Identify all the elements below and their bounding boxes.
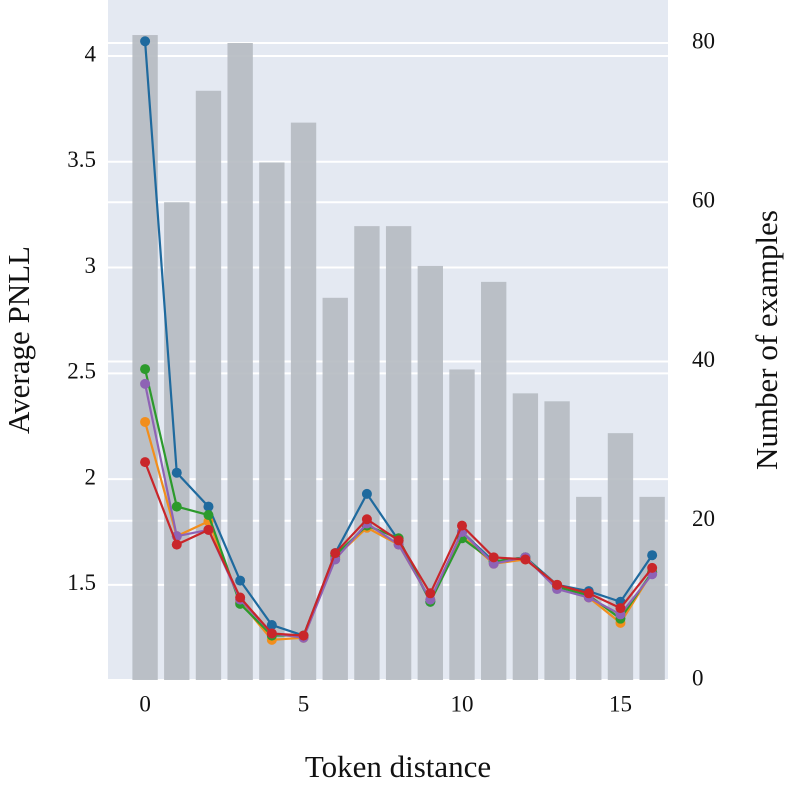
bar xyxy=(354,226,380,680)
bar xyxy=(132,35,158,680)
point xyxy=(583,588,594,599)
point xyxy=(140,457,151,468)
point xyxy=(552,579,563,590)
y-tick-label: 3.5 xyxy=(67,147,96,172)
bar xyxy=(544,401,570,680)
bar xyxy=(512,393,539,680)
point xyxy=(425,588,436,599)
bar xyxy=(259,162,285,680)
point xyxy=(171,467,182,478)
y-tick-label: 4 xyxy=(85,41,97,66)
point xyxy=(203,510,214,521)
bar xyxy=(290,122,317,681)
y-tick-label: 2 xyxy=(85,464,97,489)
point xyxy=(361,488,372,499)
y2-tick-label: 20 xyxy=(692,506,715,531)
x-axis-title: Token distance xyxy=(305,749,491,784)
y2-tick-label: 60 xyxy=(692,188,715,213)
point xyxy=(488,552,499,563)
point xyxy=(361,514,372,525)
bar xyxy=(639,496,665,680)
point xyxy=(520,554,531,565)
y2-tick-label: 0 xyxy=(692,665,704,690)
point xyxy=(171,539,182,550)
bar xyxy=(607,433,634,680)
x-tick-label: 10 xyxy=(451,691,474,716)
point xyxy=(235,575,246,586)
point xyxy=(140,378,151,389)
point xyxy=(393,535,404,546)
point xyxy=(615,603,626,614)
point xyxy=(171,501,182,512)
bar xyxy=(195,90,222,681)
x-tick-label: 15 xyxy=(609,691,632,716)
point xyxy=(330,548,341,559)
y2-tick-label: 40 xyxy=(692,347,715,372)
point xyxy=(457,520,468,531)
bar xyxy=(417,265,443,680)
point xyxy=(203,524,214,535)
point xyxy=(298,630,309,641)
point xyxy=(266,620,277,631)
bar xyxy=(227,42,253,680)
x-tick-label: 5 xyxy=(298,691,310,716)
y-tick-label: 1.5 xyxy=(67,570,96,595)
bar xyxy=(481,281,507,680)
point xyxy=(140,364,151,375)
y2-axis-title: Number of examples xyxy=(749,210,784,470)
y2-tick-label: 80 xyxy=(692,28,715,53)
lines xyxy=(140,36,658,645)
point xyxy=(647,550,658,561)
point xyxy=(266,628,277,639)
y-tick-label: 3 xyxy=(85,253,97,278)
bar xyxy=(385,226,412,680)
y-axis-title: Average PNLL xyxy=(1,246,36,434)
bars xyxy=(132,35,665,681)
y-tick-label: 2.5 xyxy=(67,359,96,384)
point xyxy=(140,36,151,47)
point xyxy=(647,562,658,573)
bar xyxy=(164,202,190,681)
point xyxy=(140,416,151,427)
point xyxy=(235,592,246,603)
bar xyxy=(322,297,348,680)
point xyxy=(203,501,214,512)
x-tick-label: 0 xyxy=(139,691,151,716)
